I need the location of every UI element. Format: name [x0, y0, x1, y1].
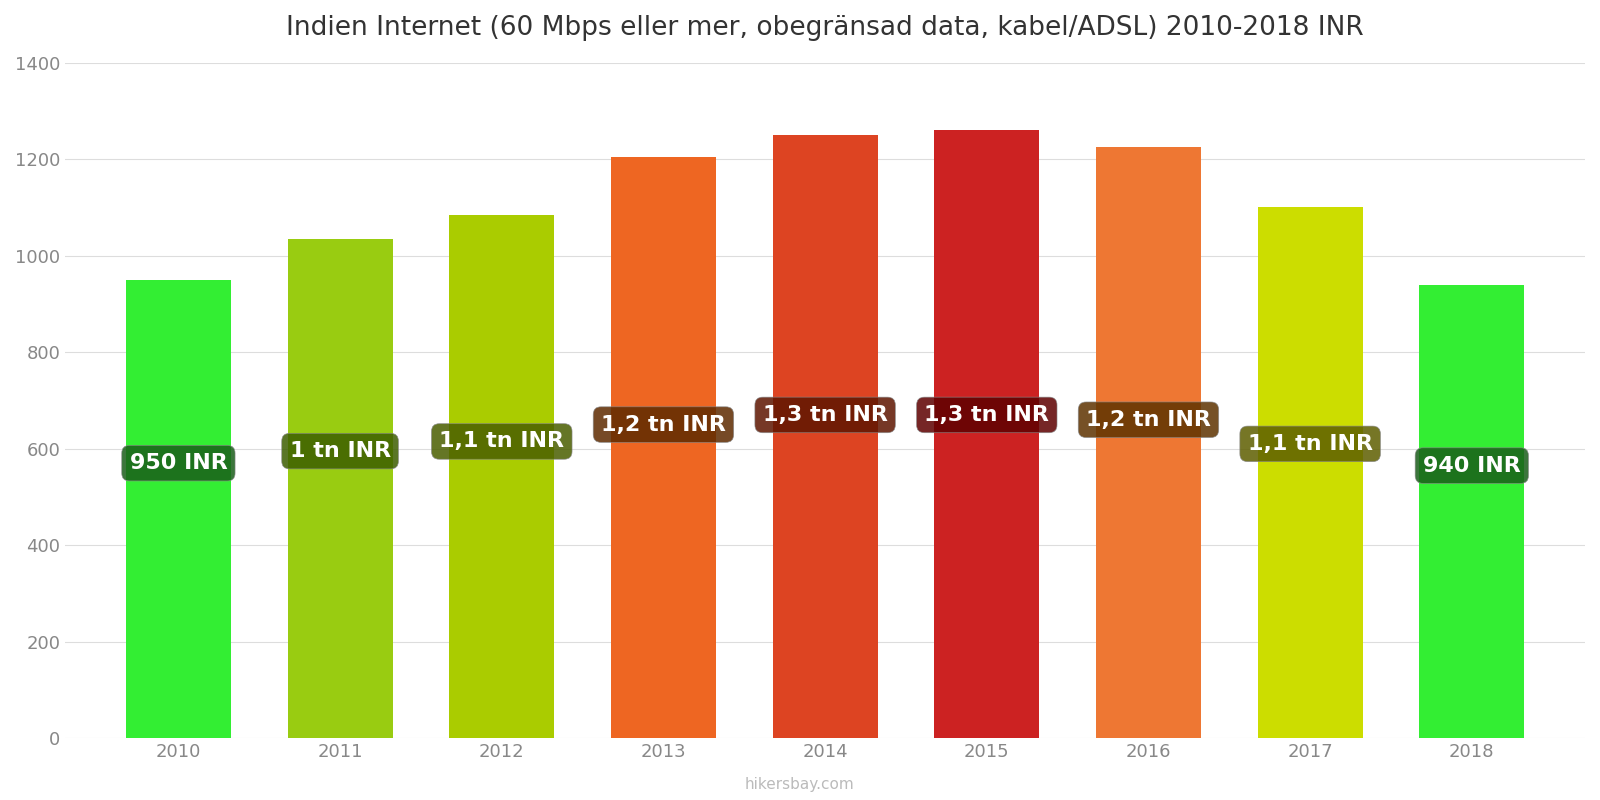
Bar — [611, 157, 715, 738]
Text: 1,3 tn INR: 1,3 tn INR — [925, 405, 1050, 425]
Title: Indien Internet (60 Mbps eller mer, obegränsad data, kabel/ADSL) 2010-2018 INR: Indien Internet (60 Mbps eller mer, obeg… — [286, 15, 1363, 41]
Text: 1,1 tn INR: 1,1 tn INR — [1248, 434, 1373, 454]
Text: hikersbay.com: hikersbay.com — [746, 777, 854, 792]
Text: 1,1 tn INR: 1,1 tn INR — [440, 431, 565, 451]
Text: 950 INR: 950 INR — [130, 453, 227, 473]
Text: 1,2 tn INR: 1,2 tn INR — [1086, 410, 1211, 430]
Bar — [1419, 285, 1525, 738]
Text: 940 INR: 940 INR — [1422, 455, 1520, 475]
Bar — [450, 214, 554, 738]
Bar — [1258, 207, 1363, 738]
Bar — [288, 239, 392, 738]
Text: 1,2 tn INR: 1,2 tn INR — [602, 414, 726, 434]
Bar — [126, 280, 230, 738]
Text: 1,3 tn INR: 1,3 tn INR — [763, 405, 888, 425]
Text: 1 tn INR: 1 tn INR — [290, 441, 390, 461]
Bar — [934, 130, 1040, 738]
Bar — [1096, 147, 1202, 738]
Bar — [773, 135, 878, 738]
